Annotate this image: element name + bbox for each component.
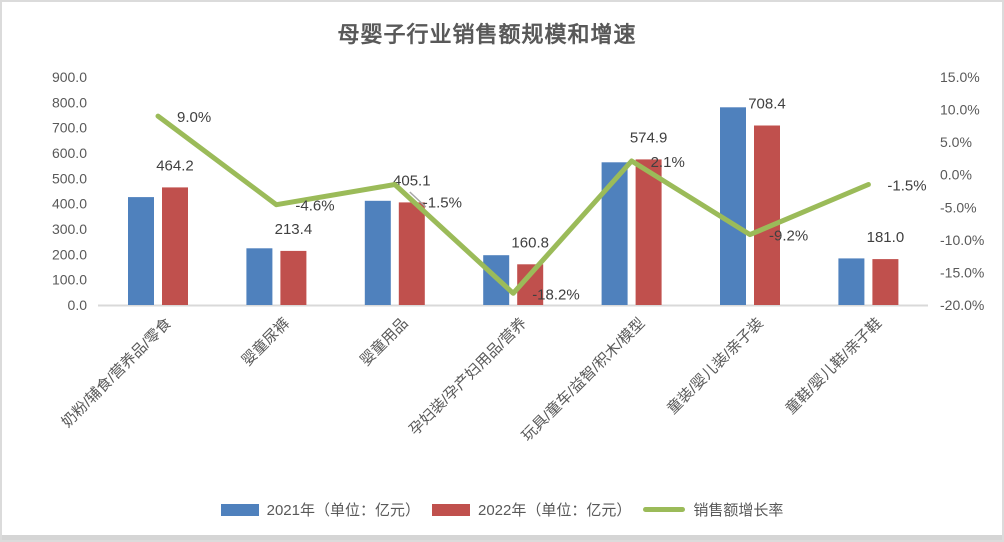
- category-label: 童装/婴儿装/亲子装: [663, 314, 766, 417]
- category-label: 童鞋/婴儿鞋/亲子鞋: [782, 314, 885, 417]
- bar-2021: [128, 197, 154, 305]
- growth-rate-data-label: 9.0%: [177, 109, 211, 126]
- legend-item-2022: 2022年（单位：亿元）: [431, 499, 632, 520]
- legend-label-2022: 2022年（单位：亿元）: [477, 502, 632, 519]
- growth-rate-data-label: -9.2%: [769, 228, 808, 245]
- bar-2022-data-label: 181.0: [867, 229, 905, 246]
- legend-label-growth-rate: 销售额增长率: [693, 502, 784, 519]
- right-axis-tick: 15.0%: [940, 69, 980, 85]
- bar-2021: [364, 200, 391, 305]
- left-axis-tick: 100.0: [52, 272, 87, 288]
- left-axis-tick: 900.0: [52, 69, 87, 85]
- growth-rate-data-label: -18.2%: [532, 286, 580, 303]
- bar-2022-data-label: 213.4: [275, 221, 313, 238]
- category-label: 孕妇装/孕产妇用品/营养: [406, 315, 530, 439]
- bar-2022: [280, 250, 307, 305]
- bar-2021: [720, 107, 746, 305]
- right-axis-tick: -10.0%: [940, 232, 984, 248]
- right-axis-tick: -20.0%: [940, 297, 984, 313]
- bar-2022: [162, 187, 188, 305]
- legend-item-growth-rate: 销售额增长率: [643, 499, 783, 520]
- category-label: 奶粉/辅食/营养品/零食: [58, 315, 174, 431]
- bar-2022: [872, 259, 899, 305]
- right-axis-tick: 10.0%: [940, 102, 980, 118]
- legend-swatch-growth-rate: [643, 507, 686, 512]
- bar-2021: [246, 248, 273, 305]
- left-axis-tick: 200.0: [52, 246, 87, 262]
- bar-2022: [635, 159, 662, 305]
- bar-2022-data-label: 708.4: [748, 96, 786, 113]
- right-axis-tick: 0.0%: [940, 167, 972, 183]
- category-label: 玩具/童车/益智/积木/模型: [518, 314, 649, 445]
- growth-rate-data-label: -4.6%: [295, 198, 334, 215]
- chart-title: 母婴子行业销售额规模和增速: [337, 22, 637, 47]
- category-label: 婴童用品: [356, 314, 411, 369]
- left-axis-tick: 300.0: [52, 221, 87, 237]
- chart-legend: 2021年（单位：亿元） 2022年（单位：亿元） 销售额增长率: [2, 499, 1002, 520]
- bar-2022-data-label: 574.9: [630, 129, 668, 146]
- bar-2022-data-label: 160.8: [511, 234, 549, 251]
- right-axis-tick: -15.0%: [940, 264, 984, 280]
- category-label: 婴童尿裤: [238, 314, 293, 369]
- bar-2022: [398, 202, 425, 305]
- right-axis-tick: -5.0%: [940, 199, 977, 215]
- bar-2022-data-label: 405.1: [393, 172, 431, 189]
- bottom-strip: [2, 535, 1002, 540]
- left-axis-tick: 600.0: [52, 145, 87, 161]
- growth-rate-data-label: -1.5%: [423, 195, 462, 212]
- growth-rate-data-label: 2.1%: [651, 154, 685, 171]
- legend-swatch-2021: [220, 503, 259, 516]
- bar-2022-data-label: 464.2: [156, 157, 194, 174]
- data-label-leader-line: [409, 191, 427, 208]
- growth-rate-data-label: -1.5%: [887, 178, 926, 195]
- legend-item-2021: 2021年（单位：亿元）: [220, 499, 420, 520]
- growth-rate-line: [155, 113, 871, 296]
- legend-swatch-2022: [431, 503, 470, 516]
- left-axis-tick: 0.0: [68, 297, 88, 313]
- left-axis-tick: 500.0: [52, 170, 87, 186]
- bar-2022: [754, 125, 780, 305]
- left-axis-tick: 700.0: [52, 120, 87, 136]
- right-axis-tick: 5.0%: [940, 134, 972, 150]
- left-axis-tick: 800.0: [52, 94, 87, 110]
- combo-chart-plot: 900.0 800.0 700.0 600.0 500.0 400.0 300.0 200.0…: [52, 69, 984, 445]
- left-axis-tick: 400.0: [52, 196, 87, 212]
- legend-label-2021: 2021年（单位：亿元）: [266, 502, 420, 519]
- bar-2021: [838, 258, 865, 305]
